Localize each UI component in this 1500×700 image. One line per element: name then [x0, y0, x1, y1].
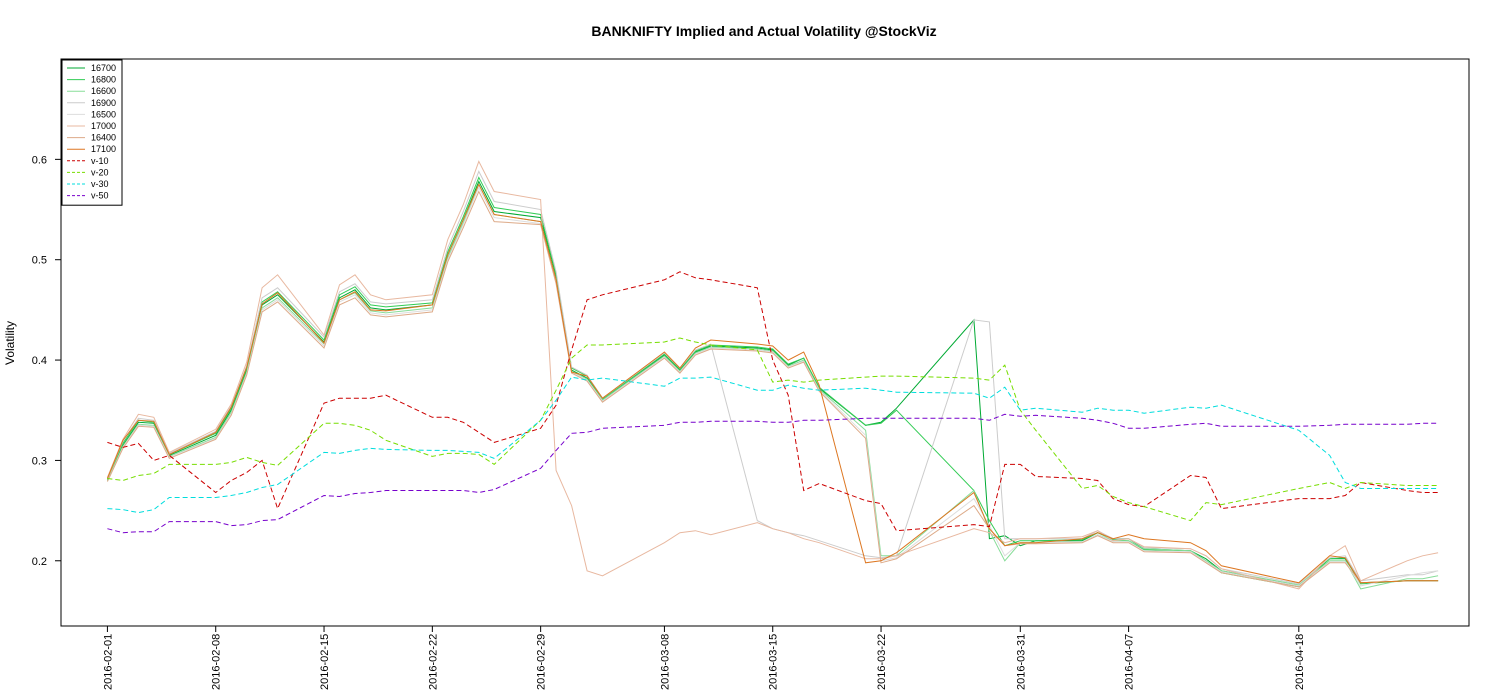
x-tick-label: 2016-02-22: [427, 634, 439, 690]
x-tick-label: 2016-03-08: [659, 634, 671, 690]
series-line-v-10: [107, 271, 1439, 532]
series-line-16600: [106, 183, 1439, 590]
legend-label: 17000: [91, 121, 116, 131]
legend-label: 16400: [91, 133, 116, 143]
x-axis: 2016-02-01 2016-02-08 2016-02-15 2016-02-22…: [102, 626, 1306, 690]
legend-label: 16700: [91, 63, 116, 73]
legend-box: [61, 59, 123, 206]
plot-frame: [60, 58, 1470, 627]
y-axis-label: Volatility: [3, 321, 17, 365]
legend-label: v-10: [91, 156, 109, 166]
x-tick-label: 2016-04-18: [1294, 634, 1306, 690]
x-tick-label: 2016-02-15: [319, 634, 331, 690]
series-line-16700: [106, 180, 1439, 587]
y-axis: 0.2 0.3 0.4 0.5 0.6: [32, 154, 61, 568]
chart-title: BANKNIFTY Implied and Actual Volatility …: [591, 23, 936, 39]
legend-label: 16600: [91, 86, 116, 96]
y-tick-label: 0.2: [32, 556, 47, 568]
series-line-16500: [106, 186, 1439, 587]
x-tick-label: 2016-02-08: [211, 634, 223, 690]
series-line-16400: [106, 190, 1439, 588]
x-tick-label: 2016-03-22: [876, 634, 888, 690]
x-tick-label: 2016-03-15: [768, 634, 780, 690]
series-line-16900: [106, 170, 1439, 585]
series-line-v-20: [107, 337, 1439, 522]
series-line-v-30: [107, 376, 1439, 514]
series-layer: [106, 160, 1439, 590]
legend-label: 16800: [91, 75, 116, 85]
y-tick-label: 0.4: [32, 355, 47, 367]
legend-label: v-30: [91, 179, 109, 189]
x-tick-label: 2016-02-01: [102, 634, 114, 690]
y-tick-label: 0.6: [32, 154, 47, 166]
legend-label: v-20: [91, 167, 109, 177]
legend-label: 17100: [91, 144, 116, 154]
x-tick-label: 2016-03-31: [1015, 634, 1027, 690]
y-tick-label: 0.5: [32, 255, 47, 267]
series-line-v-50: [107, 413, 1439, 534]
legend-label: 16500: [91, 109, 116, 119]
legend-label: v-50: [91, 191, 109, 201]
legend-label: 16900: [91, 98, 116, 108]
series-line-17000: [106, 160, 1439, 590]
x-tick-label: 2016-04-07: [1124, 634, 1136, 690]
y-tick-label: 0.3: [32, 455, 47, 467]
series-line-17100: [106, 183, 1439, 584]
x-tick-label: 2016-02-29: [536, 634, 548, 690]
